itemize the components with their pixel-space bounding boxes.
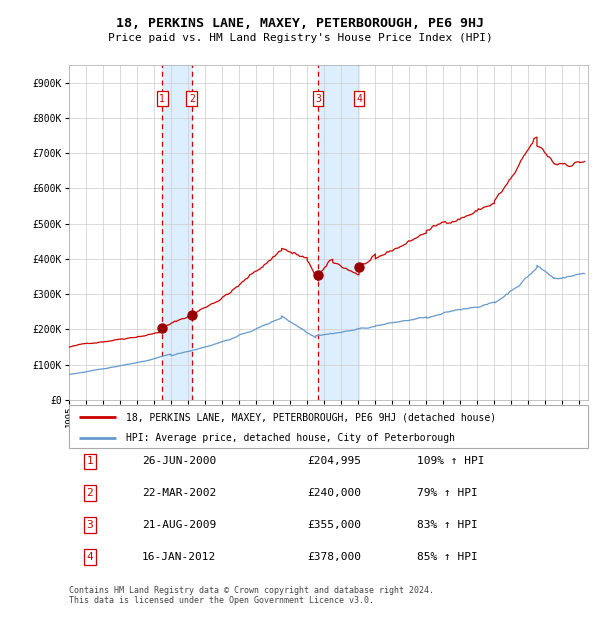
Text: 18, PERKINS LANE, MAXEY, PETERBOROUGH, PE6 9HJ (detached house): 18, PERKINS LANE, MAXEY, PETERBOROUGH, P… bbox=[126, 412, 496, 422]
Text: 2: 2 bbox=[86, 489, 93, 498]
Bar bbox=[318, 65, 359, 400]
Text: 1: 1 bbox=[160, 94, 165, 104]
Text: £378,000: £378,000 bbox=[308, 552, 362, 562]
Text: 26-JUN-2000: 26-JUN-2000 bbox=[142, 456, 216, 466]
Text: 4: 4 bbox=[356, 94, 362, 104]
FancyBboxPatch shape bbox=[69, 405, 588, 448]
Text: 1: 1 bbox=[86, 456, 93, 466]
Text: 22-MAR-2002: 22-MAR-2002 bbox=[142, 489, 216, 498]
Text: HPI: Average price, detached house, City of Peterborough: HPI: Average price, detached house, City… bbox=[126, 433, 455, 443]
Text: 3: 3 bbox=[315, 94, 321, 104]
Text: 83% ↑ HPI: 83% ↑ HPI bbox=[417, 520, 478, 530]
Text: 3: 3 bbox=[86, 520, 93, 530]
Text: £204,995: £204,995 bbox=[308, 456, 362, 466]
Text: Contains HM Land Registry data © Crown copyright and database right 2024.
This d: Contains HM Land Registry data © Crown c… bbox=[69, 586, 434, 605]
Text: 2: 2 bbox=[189, 94, 195, 104]
Text: 18, PERKINS LANE, MAXEY, PETERBOROUGH, PE6 9HJ: 18, PERKINS LANE, MAXEY, PETERBOROUGH, P… bbox=[116, 17, 484, 30]
Text: 79% ↑ HPI: 79% ↑ HPI bbox=[417, 489, 478, 498]
Text: £240,000: £240,000 bbox=[308, 489, 362, 498]
Text: Price paid vs. HM Land Registry's House Price Index (HPI): Price paid vs. HM Land Registry's House … bbox=[107, 33, 493, 43]
Text: 4: 4 bbox=[86, 552, 93, 562]
Text: £355,000: £355,000 bbox=[308, 520, 362, 530]
Text: 85% ↑ HPI: 85% ↑ HPI bbox=[417, 552, 478, 562]
Text: 21-AUG-2009: 21-AUG-2009 bbox=[142, 520, 216, 530]
Text: 16-JAN-2012: 16-JAN-2012 bbox=[142, 552, 216, 562]
Bar bbox=[162, 65, 192, 400]
Text: 109% ↑ HPI: 109% ↑ HPI bbox=[417, 456, 484, 466]
